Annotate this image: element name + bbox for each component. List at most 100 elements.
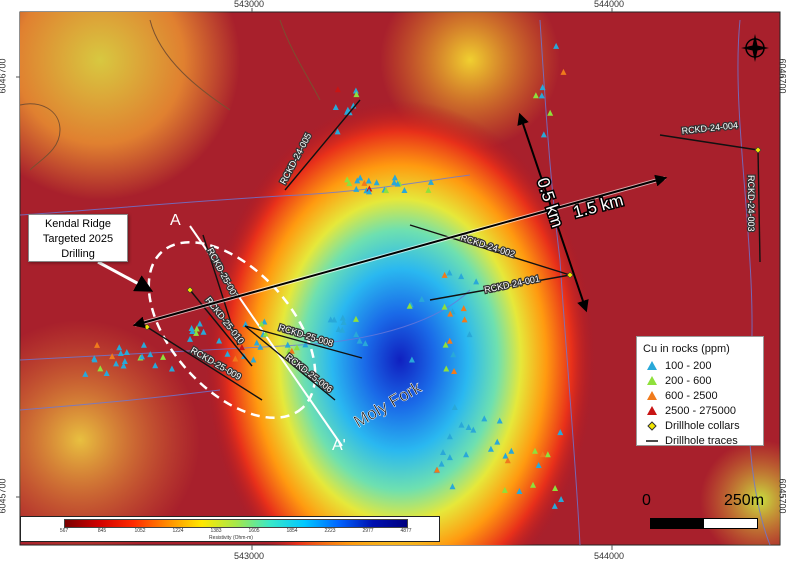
kendal-ridge-callout: Kendal Ridge Targeted 2025 Drilling	[28, 214, 128, 262]
rock-sample	[438, 460, 445, 467]
roads	[19, 19, 321, 171]
legend-item: Drillhole traces	[643, 433, 757, 448]
rock-sample	[531, 447, 538, 454]
rock-sample	[238, 344, 245, 351]
coord-bottom-1: 543000	[234, 551, 265, 561]
rock-sample	[140, 341, 147, 348]
colorbar-tick: 1224	[172, 528, 184, 534]
rock-sample	[91, 355, 98, 362]
rock-sample	[487, 445, 494, 452]
coord-right-1: 6046700	[777, 58, 788, 94]
rock-sample	[97, 365, 104, 372]
rock-sample	[362, 340, 369, 347]
rock-sample	[250, 356, 257, 363]
rock-sample	[449, 483, 456, 490]
legend-label: 200 - 600	[665, 374, 712, 387]
rock-sample	[530, 481, 537, 488]
rock-sample	[334, 86, 341, 93]
rock-sample	[224, 350, 231, 357]
colorbar-gradient	[64, 519, 408, 528]
rock-sample	[262, 330, 269, 337]
rock-sample	[82, 370, 89, 377]
rock-sample	[123, 349, 130, 356]
legend-triangle-icon	[643, 361, 661, 370]
scale-start: 0	[642, 492, 651, 509]
colorbar-tick: 845	[97, 528, 107, 534]
colorbar-tick: 1605	[248, 528, 260, 534]
rock-sample	[288, 347, 295, 354]
legend-item: 100 - 200	[643, 358, 757, 373]
rock-sample	[553, 42, 560, 49]
callout-line: Drilling	[61, 248, 95, 260]
rock-sample	[494, 438, 501, 445]
section-label-end: A'	[332, 437, 346, 454]
rock-sample	[257, 343, 264, 350]
rock-sample	[466, 331, 473, 338]
callout-line: Targeted 2025	[42, 233, 114, 245]
resistivity-colorbar: 567 845 1052 1224 1383 1605 1854 2223 2977 4877 R…	[20, 516, 440, 542]
drillhole-trace	[244, 325, 363, 359]
legend-label: 100 - 200	[665, 359, 712, 372]
rock-sample	[446, 454, 453, 461]
rock-sample	[232, 355, 239, 362]
compass-rose-icon	[741, 34, 769, 62]
rock-sample	[147, 351, 154, 358]
colorbar-tick: 567	[59, 528, 69, 534]
rock-sample	[117, 350, 124, 357]
rock-sample	[560, 68, 567, 75]
coord-top-1: 543000	[234, 0, 265, 9]
rock-sample	[481, 415, 488, 422]
legend-title: Cu in rocks (ppm)	[643, 343, 730, 355]
rock-sample	[443, 365, 450, 372]
rock-sample	[332, 103, 339, 110]
legend-triangle-icon	[643, 391, 661, 400]
rock-sample	[168, 365, 175, 372]
coord-right-2: 6045700	[777, 478, 788, 514]
rock-sample	[293, 344, 300, 351]
rock-sample	[253, 339, 260, 346]
legend-triangle-icon	[643, 376, 661, 385]
rock-sample	[451, 367, 458, 374]
rock-sample	[216, 337, 223, 344]
rock-sample	[544, 451, 551, 458]
rock-sample	[94, 341, 101, 348]
rock-sample	[113, 360, 120, 367]
rock-sample	[501, 486, 508, 493]
drillhole-trace	[244, 325, 336, 401]
rock-sample	[446, 337, 453, 344]
rock-sample	[334, 128, 341, 135]
drillhole-collar	[754, 146, 762, 154]
legend-item: 2500 - 275000	[643, 403, 757, 418]
colorbar-label: Resistivity (Ohm-m)	[209, 535, 253, 541]
drillhole-trace	[659, 134, 759, 151]
section-label-start: A	[170, 212, 181, 229]
scale-end: 250m	[724, 492, 765, 509]
rock-sample	[353, 331, 360, 338]
legend-diamond-icon	[643, 420, 661, 431]
rock-sample	[504, 457, 511, 464]
coord-left-1: 6046700	[0, 58, 8, 94]
rock-sample	[139, 353, 146, 360]
rock-sample	[120, 362, 127, 369]
rock-sample	[116, 344, 123, 351]
colorbar-tick: 1052	[134, 528, 146, 534]
rock-sample	[152, 362, 159, 369]
rock-sample	[109, 353, 116, 360]
colorbar-tick: 1383	[210, 528, 222, 534]
legend-triangle-icon	[643, 406, 661, 415]
legend-label: Drillhole traces	[665, 434, 738, 447]
rock-sample	[496, 417, 503, 424]
rock-sample	[193, 329, 200, 336]
rock-sample	[440, 448, 447, 455]
rock-sample	[532, 92, 539, 99]
rock-sample	[284, 341, 291, 348]
rock-sample	[458, 421, 465, 428]
rock-sample	[353, 91, 360, 98]
coord-bottom-2: 544000	[594, 551, 625, 561]
legend-line-icon	[643, 439, 661, 443]
rock-sample	[335, 325, 342, 332]
rock-sample	[450, 351, 457, 358]
rock-sample	[187, 335, 194, 342]
rock-sample	[356, 337, 363, 344]
